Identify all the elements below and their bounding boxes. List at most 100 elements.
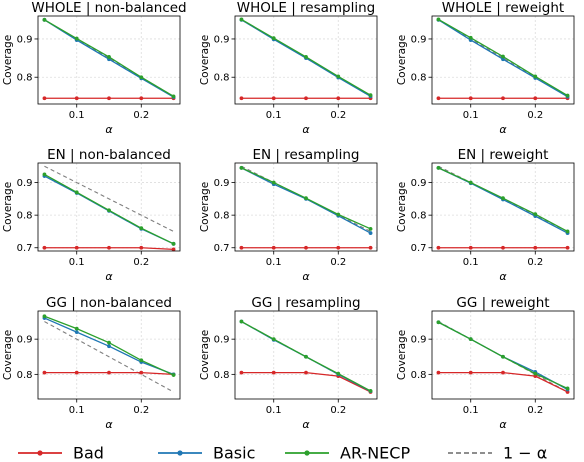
data-point-ar-necp [565,229,570,234]
y-tick-label: 0.8 [17,73,33,84]
data-point-bad [271,245,276,250]
legend-item-ar-necp: AR-NECP [285,444,410,462]
x-tick-label: 0.1 [463,405,479,416]
y-axis-label: Coverage [396,182,408,232]
plot-frame [37,162,181,252]
data-point-ar-necp [468,35,473,40]
data-point-bad [436,370,441,375]
panel-title: EN | non-balanced [47,147,171,163]
legend: Bad Basic AR-NECP 1 − α [18,444,547,462]
x-axis-label: α [499,123,507,136]
data-point-ar-necp [501,196,505,201]
x-tick-label: 0.2 [330,110,346,121]
data-point-bad [468,96,473,101]
y-axis-label: Coverage [2,182,14,232]
data-point-ar-necp [171,373,176,377]
panel-title: GG | non-balanced [46,295,172,311]
y-tick-label: 0.9 [214,335,230,346]
x-tick-label: 0.2 [133,405,149,416]
data-point-basic [74,330,79,335]
legend-label: Basic [213,444,255,462]
data-point-bad [239,370,244,375]
x-axis-label: α [499,418,507,431]
legend-item-bad: Bad [18,444,104,462]
data-point-bad [74,245,79,250]
plot-frame [431,15,575,105]
y-axis-label: Coverage [2,330,14,380]
x-axis-label: α [302,123,310,136]
data-point-ar-necp [139,358,144,363]
x-tick-label: 0.1 [69,405,85,416]
data-point-basic [368,231,373,235]
y-tick-label: 0.7 [411,243,427,254]
y-axis-label: Coverage [199,330,211,380]
x-tick-label: 0.1 [69,257,85,268]
plot-frame [234,162,378,252]
y-tick-label: 0.8 [411,370,427,381]
y-tick-label: 0.9 [411,178,427,189]
data-point-ar-necp [336,74,341,79]
y-axis-label: Coverage [396,330,408,380]
y-axis-label: Coverage [199,35,211,85]
data-point-bad [468,245,473,250]
y-tick-label: 0.8 [17,211,33,222]
data-point-ar-necp [304,55,308,59]
data-point-ar-necp [42,314,47,319]
data-point-bad [565,245,570,250]
chart-panel: 0.1 0.2 0.8 0.9 GG | reweight α Coverage [396,295,575,431]
data-point-bad [139,370,144,375]
x-tick-label: 0.1 [266,405,282,416]
data-point-ar-necp [74,326,79,331]
data-point-ar-necp [436,320,441,325]
data-point-ar-necp [336,212,341,217]
y-tick-label: 0.8 [411,73,427,84]
chart-panel: 0.1 0.2 0.7 0.8 0.9 EN | reweight α Coverage [396,147,575,283]
data-point-bad [336,96,341,101]
panel-title: WHOLE | reweight [442,0,564,16]
data-point-bad [139,245,144,250]
legend-label: Bad [73,444,104,462]
panel-title: EN | resampling [253,147,360,163]
data-point-bad [42,245,47,250]
data-point-ar-necp [501,54,505,59]
x-axis-label: α [302,418,310,431]
data-point-ar-necp [42,17,47,22]
data-point-bad [304,370,308,375]
data-point-ar-necp [107,55,111,59]
data-point-ar-necp [271,36,276,41]
x-tick-label: 0.1 [463,257,479,268]
data-point-ar-necp [107,340,111,345]
series-line-one-minus-alpha [44,165,174,232]
data-point-ar-necp [271,337,276,342]
plot-frame [37,310,181,400]
series-line-bad [241,371,371,393]
y-tick-label: 0.9 [214,34,230,45]
panel-title: EN | reweight [458,147,549,163]
data-point-ar-necp [171,241,176,246]
data-point-ar-necp [139,226,144,231]
data-point-bad [239,96,244,101]
data-point-ar-necp [171,94,176,99]
x-tick-label: 0.2 [133,110,149,121]
x-tick-label: 0.2 [527,405,543,416]
panels: 0.1 0.2 0.8 0.9 WHOLE | non-balanced α Coverag… [2,0,575,431]
data-point-ar-necp [468,180,473,185]
legend-marker [177,450,183,456]
legend-marker [304,450,310,456]
y-axis-label: Coverage [396,35,408,85]
data-point-bad [336,245,341,250]
plot-frame [431,310,575,400]
data-point-bad [74,96,79,101]
data-point-bad [304,96,308,101]
chart-panel: 0.1 0.2 0.8 0.9 WHOLE | resampling α Coverage [199,0,378,136]
chart-panel: 0.1 0.2 0.8 0.9 GG | non-balanced α Coverage [2,295,181,431]
data-point-ar-necp [74,190,79,195]
legend-label: AR-NECP [340,444,410,462]
data-point-bad [139,96,144,101]
data-point-bad [171,247,176,252]
y-tick-label: 0.9 [214,178,230,189]
data-point-bad [271,370,276,375]
y-tick-label: 0.9 [411,335,427,346]
x-axis-label: α [105,123,113,136]
panel-title: GG | resampling [251,295,360,311]
